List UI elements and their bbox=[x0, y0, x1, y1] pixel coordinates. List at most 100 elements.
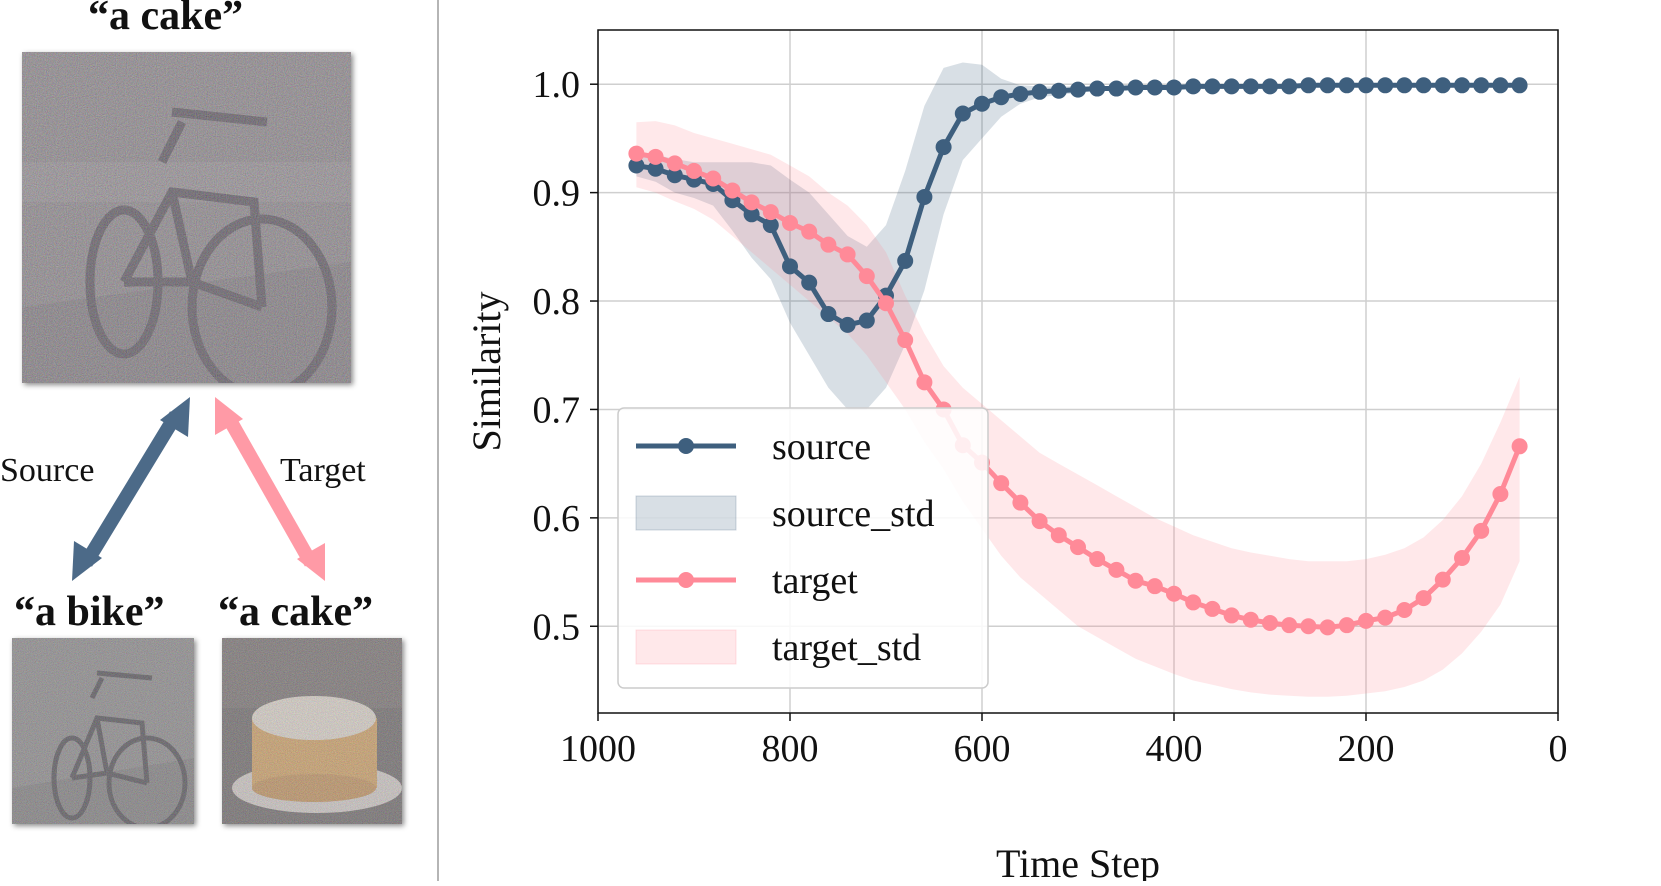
target-point bbox=[1338, 617, 1355, 634]
plot-frame bbox=[597, 29, 1559, 714]
legend-target-label: target bbox=[772, 560, 858, 602]
target-point bbox=[1396, 602, 1413, 619]
target-point bbox=[878, 295, 894, 312]
source-point bbox=[1319, 77, 1336, 94]
source-point bbox=[1204, 78, 1221, 95]
target-point bbox=[1377, 609, 1394, 626]
source-point bbox=[1358, 77, 1374, 94]
source-point bbox=[1300, 77, 1317, 94]
source-point bbox=[1473, 77, 1490, 94]
target-point bbox=[705, 170, 722, 187]
target-point bbox=[628, 145, 645, 162]
similarity-chart: 1000 800 600 400 200 0 0.5 0.6 0.7 0.8 0.9 1.0 Time … bbox=[464, 29, 1568, 886]
x-axis-label: Time Step bbox=[996, 841, 1160, 881]
target-point bbox=[1511, 438, 1528, 455]
x-tick-label: 600 bbox=[954, 728, 1011, 770]
source-point bbox=[1281, 78, 1298, 95]
source-point bbox=[1185, 78, 1202, 95]
y-tick-label: 0.8 bbox=[533, 281, 581, 323]
target-point bbox=[1492, 486, 1509, 503]
target-point bbox=[1454, 549, 1470, 566]
source-point bbox=[820, 306, 837, 323]
target-point bbox=[916, 374, 933, 391]
source-point bbox=[839, 316, 856, 333]
target-point bbox=[858, 268, 875, 285]
source-point bbox=[1031, 83, 1048, 100]
target-point bbox=[1146, 578, 1163, 595]
target-point bbox=[782, 214, 798, 231]
noisy-bike-image-top bbox=[22, 52, 351, 383]
target-point bbox=[1204, 600, 1221, 617]
x-tick-label: 0 bbox=[1549, 728, 1568, 770]
source-point bbox=[1454, 77, 1470, 94]
target-point bbox=[1473, 522, 1490, 539]
target-point bbox=[1050, 527, 1067, 544]
target-point bbox=[1358, 612, 1374, 629]
y-tick-label: 0.7 bbox=[533, 389, 581, 431]
source-point bbox=[858, 312, 875, 329]
target-point bbox=[762, 204, 779, 221]
bottom-left-prompt-caption: “a bike” bbox=[14, 589, 165, 635]
source-arrow-label: Source bbox=[0, 452, 95, 489]
target-point bbox=[1434, 571, 1451, 588]
target-point bbox=[1262, 615, 1278, 632]
source-point bbox=[1108, 80, 1125, 97]
source-point bbox=[1012, 85, 1029, 102]
source-point bbox=[1242, 78, 1259, 95]
left-panel: “a cake” Sourc bbox=[0, 0, 437, 881]
legend-target_std-swatch bbox=[635, 629, 737, 665]
source-point bbox=[1396, 77, 1413, 94]
panel-divider bbox=[437, 0, 439, 881]
source-point bbox=[993, 89, 1010, 106]
source-point bbox=[1511, 77, 1528, 94]
source-point bbox=[954, 105, 971, 122]
y-tick-label: 0.9 bbox=[533, 173, 581, 215]
y-axis-label: Similarity bbox=[464, 292, 509, 452]
legend-source_std-swatch bbox=[635, 495, 737, 531]
legend-target-marker bbox=[678, 572, 694, 588]
target-point bbox=[724, 182, 741, 199]
source-point bbox=[1262, 78, 1278, 95]
source-point bbox=[1070, 81, 1086, 98]
target-point bbox=[1070, 539, 1086, 556]
source-point bbox=[1127, 79, 1144, 96]
y-tick-label: 1.0 bbox=[533, 64, 581, 106]
target-point bbox=[647, 148, 664, 165]
source-point bbox=[1377, 77, 1394, 94]
source-point bbox=[1338, 77, 1355, 94]
legend-target_std-label: target_std bbox=[772, 627, 921, 669]
y-tick-label: 0.6 bbox=[533, 498, 581, 540]
target-point bbox=[1415, 590, 1432, 607]
source-point bbox=[974, 95, 990, 112]
target-arrow bbox=[215, 397, 325, 581]
x-tick-label: 400 bbox=[1146, 728, 1203, 770]
source-point bbox=[782, 258, 798, 275]
target-point bbox=[820, 236, 837, 253]
source-point bbox=[1223, 78, 1240, 95]
legend-source-marker bbox=[678, 438, 694, 454]
source-point bbox=[666, 167, 683, 184]
target-point bbox=[1300, 618, 1317, 635]
x-tick-label: 1000 bbox=[560, 728, 636, 770]
source-point bbox=[1415, 77, 1432, 94]
legend-box bbox=[617, 407, 989, 689]
target-point bbox=[743, 194, 760, 211]
target-point bbox=[1223, 607, 1240, 624]
source-point bbox=[1492, 77, 1509, 94]
target-point bbox=[1185, 594, 1202, 611]
target-point bbox=[666, 155, 683, 172]
legend-source-label: source bbox=[772, 426, 871, 468]
target-point bbox=[1127, 572, 1144, 589]
source-point bbox=[916, 188, 933, 205]
source-point bbox=[801, 274, 818, 291]
target-point bbox=[1012, 494, 1029, 511]
target-arrow-label: Target bbox=[280, 452, 366, 489]
source-point bbox=[743, 206, 760, 223]
target-point bbox=[1031, 513, 1048, 530]
target-point bbox=[897, 332, 914, 349]
target-point bbox=[839, 246, 856, 263]
target-point bbox=[1108, 561, 1125, 578]
target-point bbox=[1281, 617, 1298, 634]
legend-source_std-label: source_std bbox=[772, 493, 935, 535]
bottom-right-prompt-caption: “a cake” bbox=[218, 589, 374, 635]
